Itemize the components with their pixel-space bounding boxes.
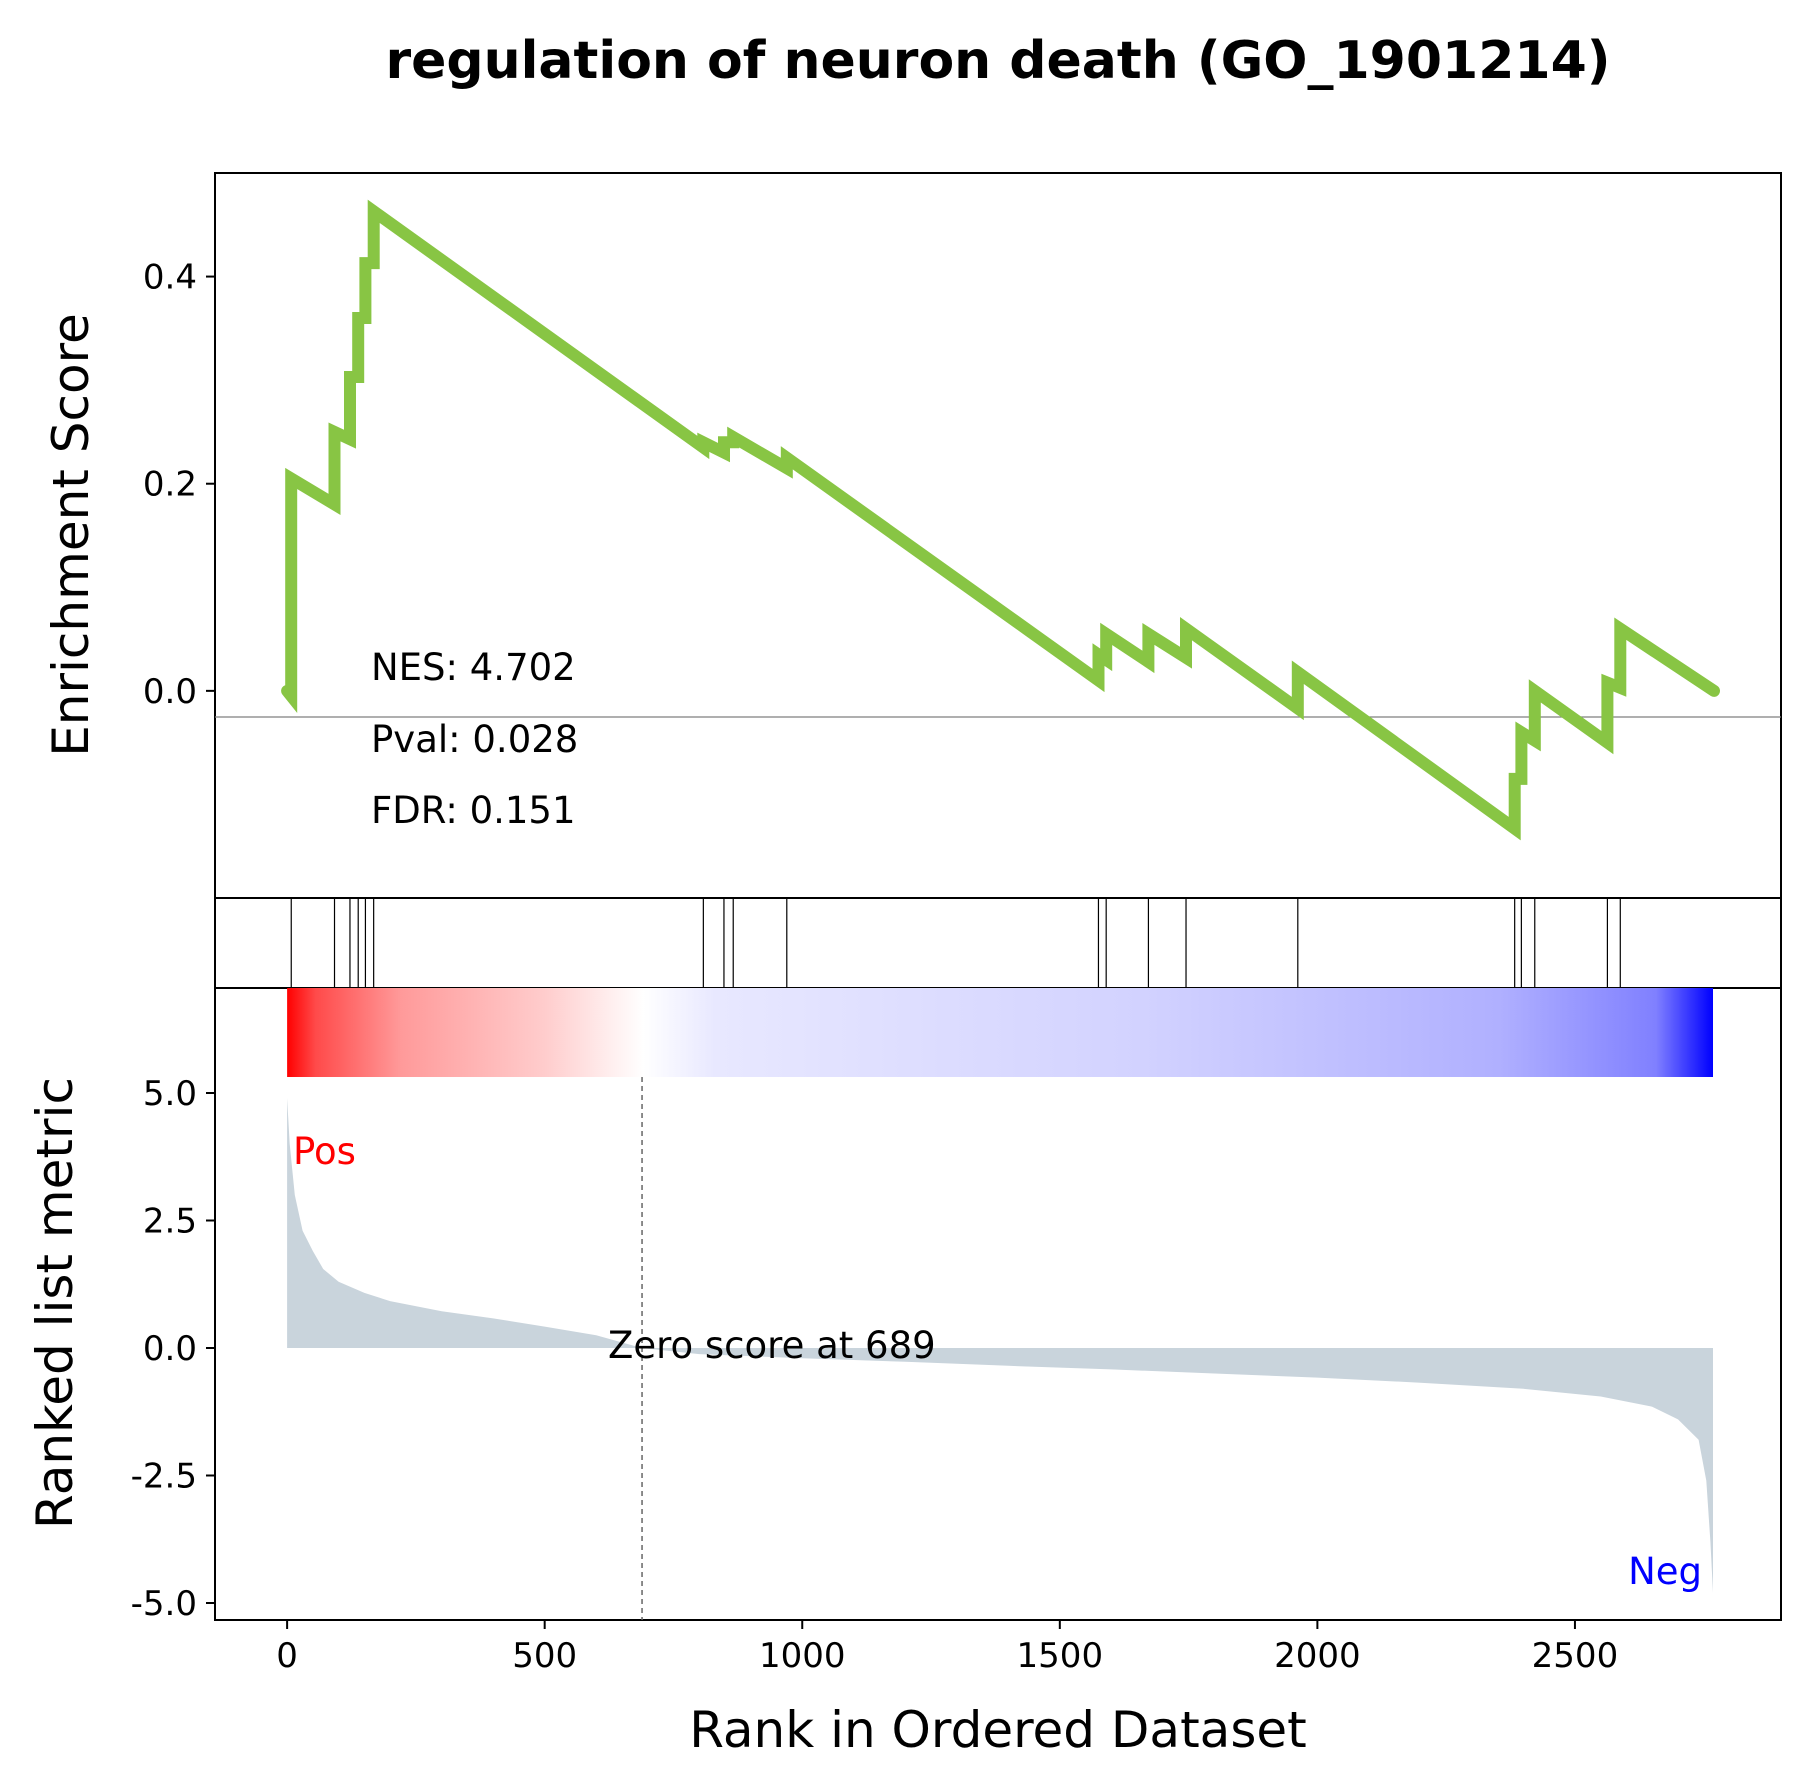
x-axis-label: Rank in Ordered Dataset (689, 1701, 1306, 1759)
es-y-axis-label: Enrichment Score (42, 313, 100, 757)
x-tick-label: 1500 (1017, 1636, 1104, 1676)
x-axis-ticks: 0 500 1000 1500 2000 2500 (276, 1620, 1618, 1676)
ranked-metric-panel: Zero score at 689 Pos Neg 5.0 2.5 0.0 -2.5 -… (26, 987, 1782, 1624)
metric-tick-label: 5.0 (143, 1074, 197, 1114)
gene-hit-marks (290, 898, 1621, 988)
metric-y-axis-label: Ranked list metric (26, 1077, 84, 1529)
pos-label: Pos (293, 1130, 356, 1173)
enrichment-score-panel: 0.0 0.2 0.4 NES: 4.702 Pval: 0.028 FDR: 0.… (42, 172, 1782, 899)
gene-hits-frame (214, 897, 1782, 989)
zero-score-label: Zero score at 689 (608, 1324, 936, 1367)
rank-color-gradient-bar (287, 988, 1714, 1077)
metric-tick-label: -2.5 (131, 1457, 197, 1497)
ranked-metric-frame (214, 987, 1782, 1621)
es-tick-label: 0.4 (143, 258, 197, 298)
es-tick-label: 0.0 (143, 672, 197, 712)
metric-tick-label: 0.0 (143, 1329, 197, 1369)
metric-axis-ticks: 5.0 2.5 0.0 -2.5 -5.0 (131, 1074, 215, 1624)
pval-label: Pval: 0.028 (371, 718, 578, 761)
es-axis-ticks: 0.0 0.2 0.4 (143, 258, 215, 712)
x-tick-label: 2500 (1532, 1636, 1619, 1676)
x-tick-label: 2000 (1274, 1636, 1361, 1676)
chart-title: regulation of neuron death (GO_1901214) (385, 31, 1610, 91)
x-tick-label: 0 (276, 1636, 298, 1676)
es-tick-label: 0.2 (143, 465, 197, 505)
gene-hits-panel (214, 897, 1782, 989)
ranked-metric-area (287, 1098, 1714, 1593)
x-tick-label: 500 (512, 1636, 577, 1676)
fdr-label: FDR: 0.151 (371, 789, 576, 832)
neg-label: Neg (1628, 1550, 1702, 1593)
x-tick-label: 1000 (759, 1636, 846, 1676)
nes-label: NES: 4.702 (371, 646, 576, 689)
enrichment-score-line (281, 199, 1720, 841)
metric-tick-label: 2.5 (143, 1202, 197, 1242)
metric-tick-label: -5.0 (131, 1584, 197, 1624)
